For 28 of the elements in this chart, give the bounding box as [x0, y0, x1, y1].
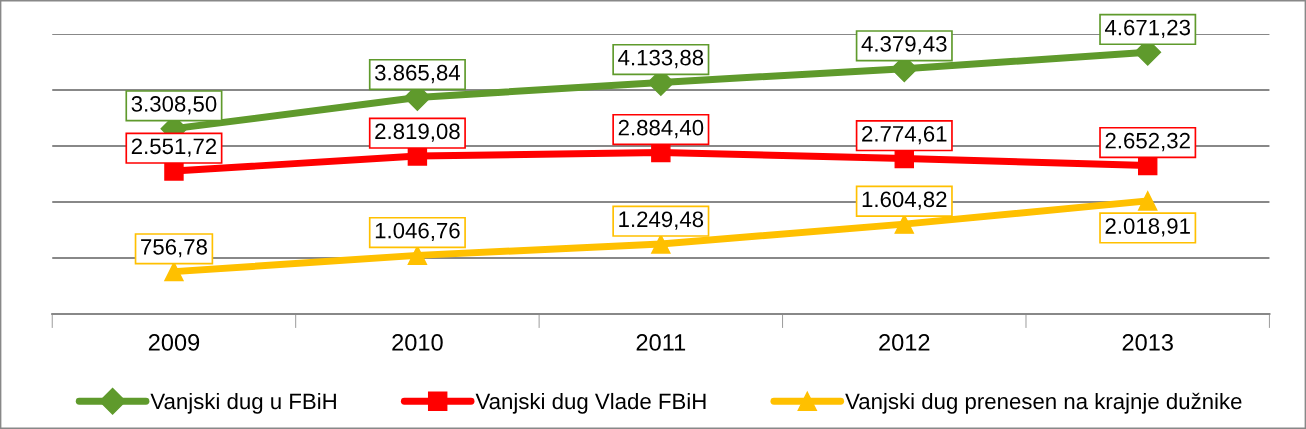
data-label: 4.133,88	[618, 49, 704, 69]
point	[164, 261, 184, 282]
data-label: 1.046,76	[375, 222, 460, 242]
point	[651, 234, 671, 254]
x-tick-label: 2009	[148, 334, 200, 351]
x-tick-label: 2010	[392, 334, 443, 351]
data-label: 3.865,84	[375, 64, 460, 84]
legend-label: Vanjski dug prenesen na krajnje dužnike	[845, 392, 1242, 414]
data-label: 756,78	[141, 239, 207, 258]
data-label: 1.249,48	[619, 211, 704, 230]
data-label: 2.652,32	[1105, 132, 1190, 152]
x-tick-label: 2012	[879, 334, 930, 351]
legend-label: Vanjski dug u FBiH	[150, 392, 336, 414]
data-label: 2.018,91	[1105, 218, 1190, 237]
data-label: 2.884,40	[618, 119, 704, 139]
legend-label: Vanjski dug Vlade FBiH	[475, 392, 706, 414]
data-label: 1.604,82	[862, 191, 947, 210]
point	[894, 214, 914, 234]
x-tick-label: 2011	[636, 334, 686, 351]
data-label: 4.671,23	[1104, 19, 1190, 39]
data-label: 2.774,61	[862, 125, 947, 145]
point	[407, 245, 428, 266]
data-label: 2.551,72	[131, 138, 217, 157]
point	[1137, 191, 1158, 211]
data-label: 4.379,43	[861, 36, 947, 55]
data-label: 3.308,50	[131, 96, 217, 115]
x-tick-label: 2013	[1122, 334, 1173, 351]
data-label: 2.819,08	[375, 123, 460, 142]
